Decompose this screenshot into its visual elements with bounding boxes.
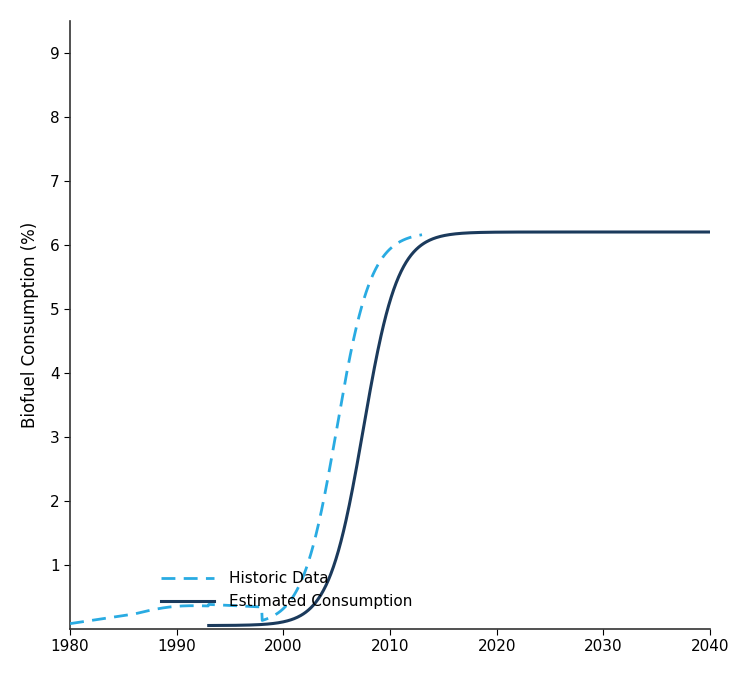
Y-axis label: Biofuel Consumption (%): Biofuel Consumption (%) [21, 221, 39, 428]
Legend: Historic Data, Estimated Consumption: Historic Data, Estimated Consumption [154, 565, 419, 615]
